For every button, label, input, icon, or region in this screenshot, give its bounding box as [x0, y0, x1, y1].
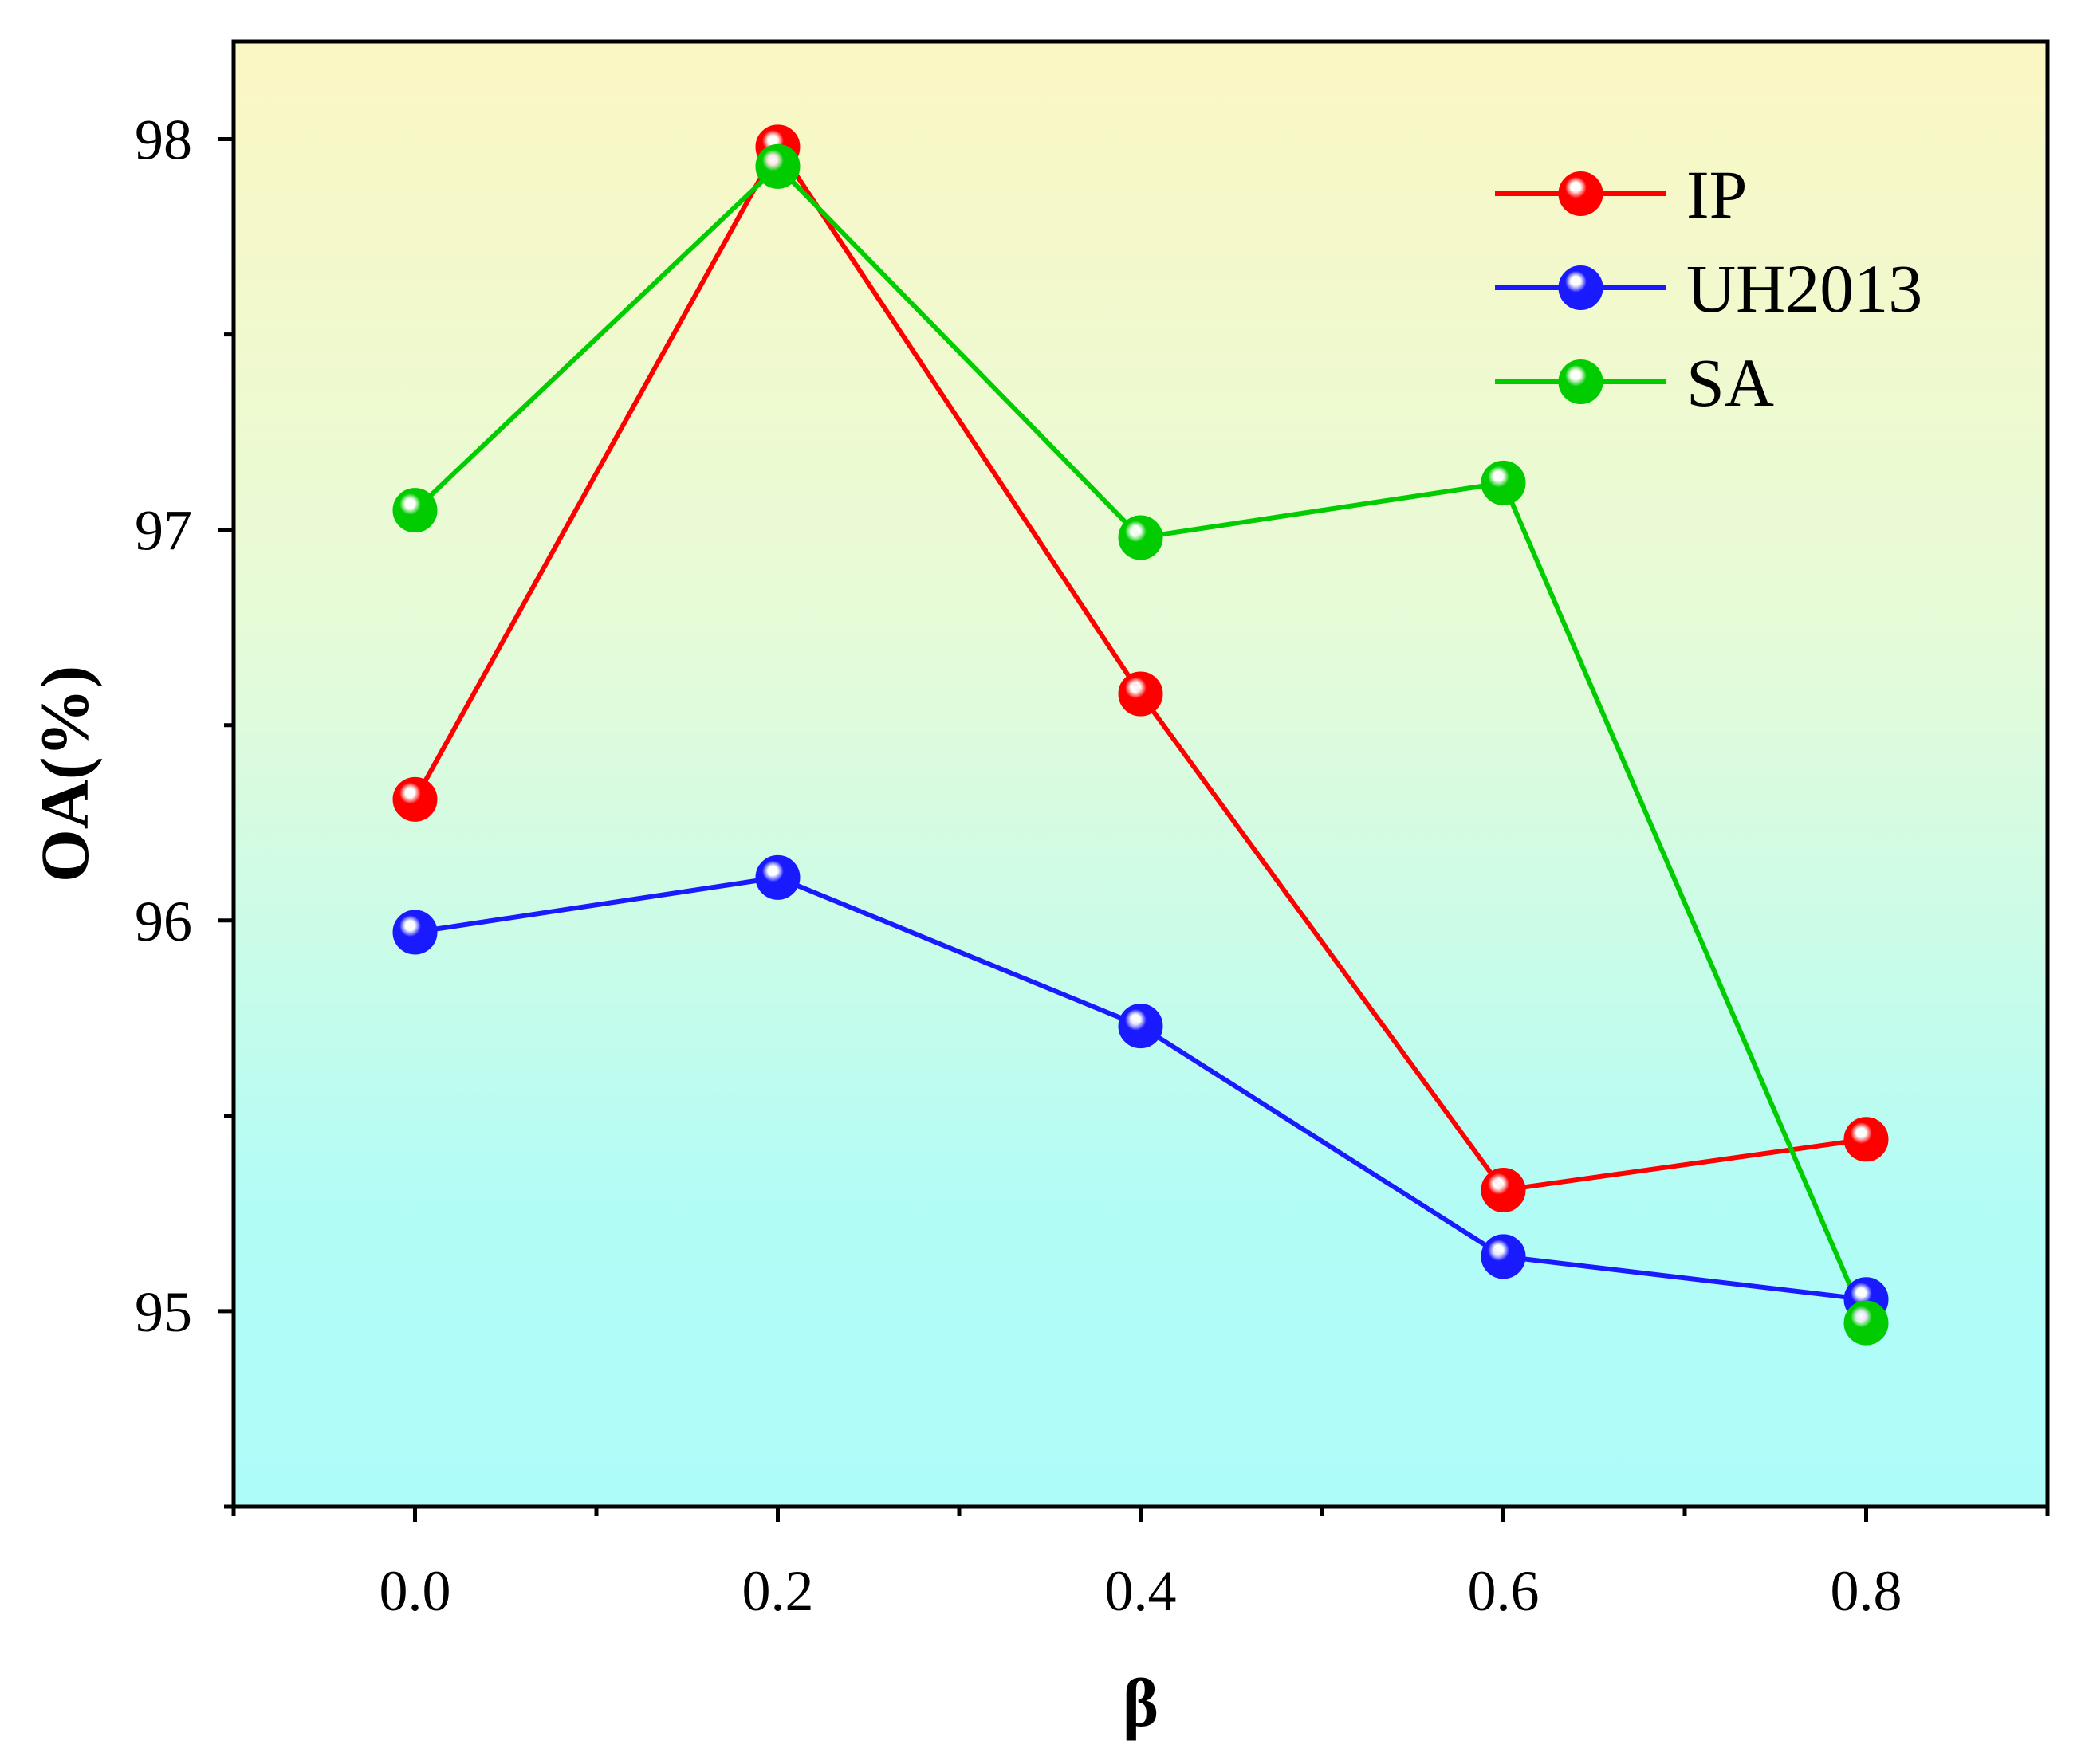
data-point-sa: [1118, 515, 1163, 560]
x-tick-label: 0.4: [1105, 1559, 1177, 1623]
legend-label: IP: [1686, 156, 1747, 233]
x-tick-label: 0.6: [1468, 1559, 1540, 1623]
legend-item-sa: SA: [1495, 344, 1774, 421]
legend-marker: [1558, 265, 1603, 310]
data-point-ip: [392, 776, 438, 822]
x-axis-title: β: [1123, 1664, 1159, 1741]
legend-label: UH2013: [1686, 250, 1922, 327]
plot-background: [234, 41, 2048, 1507]
legend-marker: [1558, 359, 1603, 404]
data-point-uh2013: [1118, 1004, 1163, 1049]
legend-item-uh2013: UH2013: [1495, 250, 1922, 327]
series-layer: [392, 124, 1889, 1346]
x-tick-label: 0.8: [1831, 1559, 1902, 1623]
y-tick-label: 96: [135, 890, 192, 953]
legend-marker: [1558, 171, 1603, 216]
x-tick-label: 0.2: [742, 1559, 814, 1623]
x-tick-label: 0.0: [380, 1559, 451, 1623]
data-point-sa: [1481, 460, 1526, 505]
legend-item-ip: IP: [1495, 156, 1747, 233]
data-point-sa: [1843, 1300, 1889, 1346]
y-tick-label: 98: [135, 108, 192, 172]
y-tick-label: 95: [135, 1280, 192, 1344]
data-point-ip: [1118, 671, 1163, 717]
y-tick-label: 97: [135, 499, 192, 563]
ticks-layer: 0.0 0.2 0.4 0.6 0.8 95 96 97 98: [135, 108, 2050, 1623]
data-point-uh2013: [392, 910, 438, 955]
data-point-uh2013: [755, 854, 801, 900]
legend: IP UH2013 SA: [1495, 156, 1922, 421]
legend-label: SA: [1686, 344, 1774, 421]
data-point-sa: [755, 143, 801, 189]
y-axis-title: OA(%): [26, 666, 103, 882]
data-point-ip: [1481, 1167, 1526, 1212]
data-point-sa: [392, 488, 438, 533]
data-point-uh2013: [1481, 1234, 1526, 1279]
data-point-ip: [1843, 1117, 1889, 1162]
